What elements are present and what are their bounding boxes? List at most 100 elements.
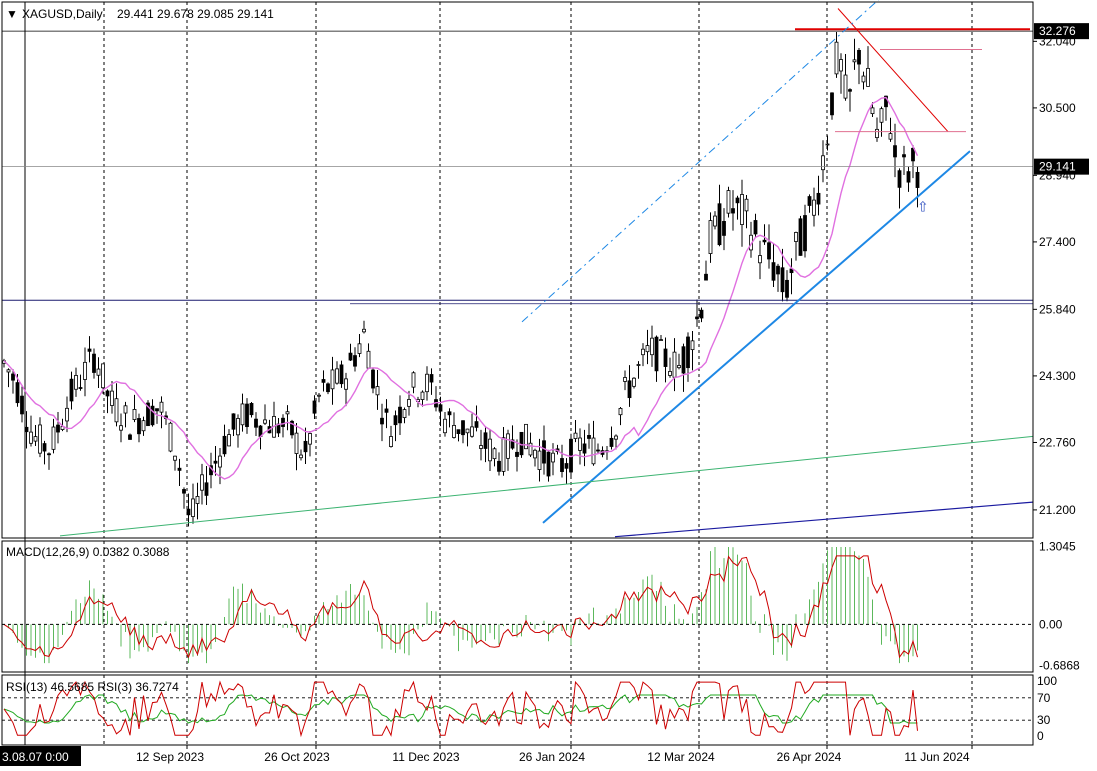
bear-candle [686,336,690,369]
bear-candle [146,402,150,427]
bear-candle [582,443,587,454]
bull-candle [191,498,195,517]
bear-candle [830,92,834,116]
bull-candle [366,350,371,369]
bull-candle [758,255,762,264]
bull-candle [294,432,299,454]
bull-candle [159,401,164,413]
up-arrow-marker: ⇧ [917,200,929,216]
long-term-navy-line [614,501,1034,538]
bull-candle [479,445,483,449]
bear-candle [182,489,186,494]
bull-candle [132,409,137,420]
bull-candle [573,432,578,439]
bull-candle [335,368,339,384]
bull-candle [659,339,663,341]
bear-candle [627,380,632,399]
price-tick-label: 24.300 [1039,369,1076,383]
bear-candle [753,220,758,235]
bull-candle [825,143,830,146]
bear-candle [15,382,20,404]
bull-candle [821,155,825,171]
panel-border [1,1,1034,539]
bull-candle [677,365,681,369]
bear-candle [303,440,308,453]
price-tick-label: 27.400 [1039,235,1076,249]
date-tick-label: 12 Mar 2024 [647,750,715,764]
bull-candle [375,386,380,396]
bear-candle [717,203,722,246]
bear-candle [803,215,807,252]
bear-candle [128,434,132,440]
bear-candle [762,239,767,243]
header-arrow-icon: ▼ [6,7,18,21]
bull-candle [650,337,654,356]
descending-red-line [837,8,949,133]
bear-candle [231,413,236,430]
bear-candle [438,404,443,412]
rsi-tick-label: 100 [1037,674,1057,688]
bull-candle [227,434,231,447]
bear-candle [807,196,812,206]
bear-candle [564,463,569,469]
bear-candle [767,242,771,260]
bull-candle [240,403,245,426]
bull-candle [425,373,429,393]
bull-candle [861,75,866,83]
bull-candle [411,372,416,388]
bear-candle [290,420,294,436]
long-term-green-line [59,435,1034,537]
bull-candle [344,378,348,390]
bull-candle [407,399,411,407]
bull-candle [218,455,222,468]
bear-candle [497,460,501,472]
bull-candle [870,107,875,115]
grid [24,2,973,745]
bull-candle [668,371,672,376]
bull-candle [726,190,731,214]
bear-candle [105,390,110,397]
bull-candle [330,369,335,390]
bull-candle [636,364,641,366]
bear-candle [92,353,96,373]
bear-candle [321,379,326,383]
bull-candle [465,428,470,434]
bear-candle [857,49,861,65]
bear-candle [24,426,29,433]
date-tick-label: 26 Oct 2023 [264,750,330,764]
bull-candle [488,438,492,462]
ohlc-values: 29.441 29.678 29.085 29.141 [117,7,274,21]
bear-candle [735,197,740,204]
rsi-panel [2,680,1033,738]
bear-candle [150,405,155,426]
bear-candle [137,418,141,435]
bull-candle [690,340,695,351]
bear-candle [312,400,317,414]
price-tick-label: 30.500 [1039,101,1076,115]
bear-candle [731,208,735,214]
bear-candle [515,451,519,457]
bear-candle [785,279,789,298]
rsi-fast-line [3,680,918,738]
bull-candle [623,377,627,382]
bull-candle [537,450,542,470]
high-price-tag: 32.276 [1039,24,1076,38]
bull-candle [591,437,596,465]
bull-candle [618,407,623,416]
bull-candle [501,437,506,472]
bull-candle [195,496,200,504]
channel-dashdot-line [521,0,879,323]
axis-labels: ▼ XAGUSD,Daily 29.441 29.678 29.085 29.141… [0,7,1089,766]
bull-candle [168,422,173,452]
bull-candle [843,74,848,99]
bear-candle [456,429,461,435]
bull-candle [317,394,321,397]
bull-candle [33,436,38,442]
bull-candle [888,133,893,140]
date-tick-label: 26 Apr 2024 [777,750,842,764]
bull-candle [96,368,101,376]
bear-candle [69,378,74,402]
bear-candle [596,449,600,452]
bear-candle [249,403,254,416]
bear-candle [353,355,357,367]
